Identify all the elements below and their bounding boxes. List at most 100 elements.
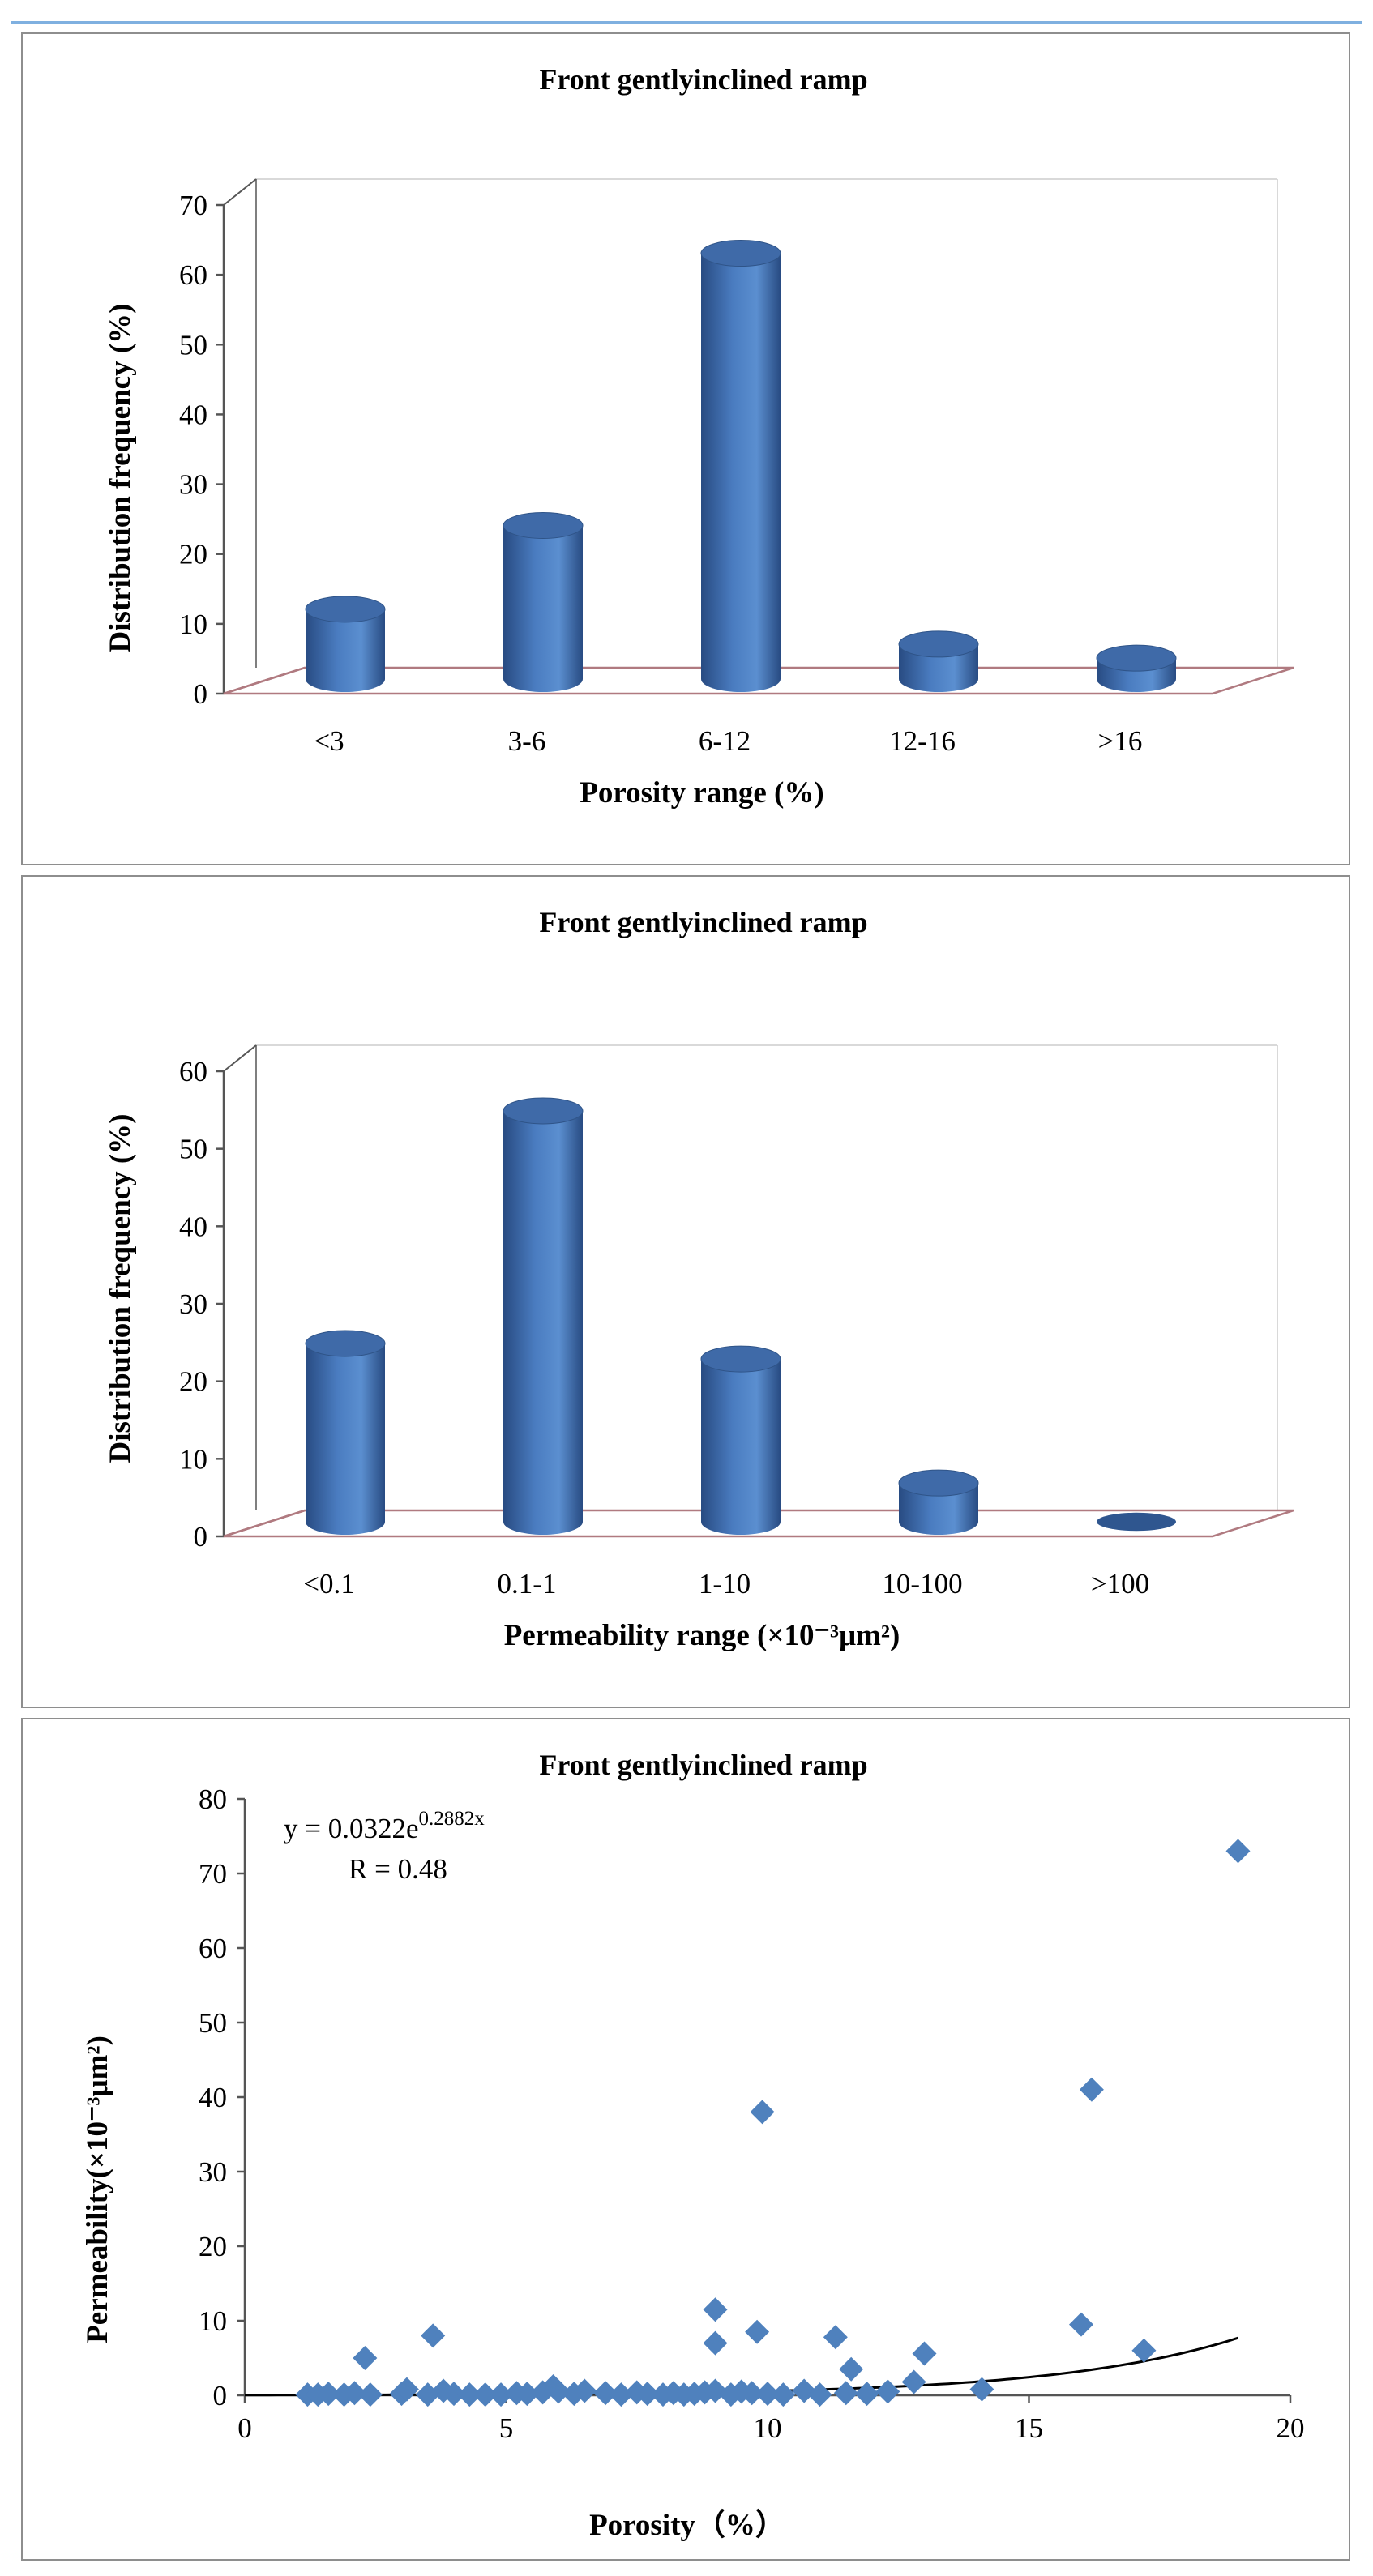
bar-2: [503, 1097, 584, 1535]
scatter-point: [823, 2325, 848, 2350]
bar-cap: [700, 240, 781, 267]
x-tick-label: 20: [1277, 2412, 1305, 2444]
bar-series: [305, 1097, 1176, 1535]
y-tick-label: 10: [199, 2305, 227, 2337]
y-tick-label: 20: [179, 1366, 207, 1398]
y-axis-depth-line: [223, 1044, 257, 1072]
y-tick-label: 20: [179, 539, 207, 570]
x-tick-label: 0: [237, 2412, 252, 2444]
y-tick-label: 30: [179, 1288, 207, 1320]
x-tick-labels: 0 5 10 15 20: [237, 2412, 1304, 2444]
porosity-permeability-panel: Front gentlyinclined ramp 0 10 20 30 40 50 60 7…: [21, 1718, 1350, 2561]
porosity-distribution-panel: Front gentlyinclined ramp 0 10 20 30 40 50 60 7…: [21, 32, 1350, 865]
scatter-point: [442, 2382, 466, 2407]
scatter-point: [703, 2297, 728, 2322]
scatter-point: [739, 2381, 764, 2406]
bar-series: [305, 240, 1177, 692]
bar-body: [701, 253, 781, 692]
chart-axes: [216, 1044, 1278, 1538]
bar-4: [898, 1469, 979, 1535]
y-tick-label: 50: [199, 2007, 227, 2039]
y-tick-label: 0: [213, 2380, 228, 2412]
x-axis-label: Porosity range (%): [580, 776, 823, 810]
y-tick-label: 60: [179, 259, 207, 291]
scatter-point: [854, 2382, 879, 2407]
scatter-point: [1225, 1839, 1251, 1864]
y-axis-label: Distribution frequency (%): [104, 1114, 137, 1463]
bar-3: [700, 1345, 781, 1535]
y-tick-label: 0: [194, 1521, 208, 1553]
x-tick-label: <3: [314, 725, 344, 757]
scatter-point: [473, 2382, 498, 2407]
scatter-point: [755, 2382, 780, 2407]
bar-3: [700, 240, 781, 692]
bar-body: [503, 1110, 583, 1535]
bar-body: [503, 525, 583, 692]
bar-2: [503, 511, 584, 692]
scatter-point: [489, 2382, 514, 2407]
bar-cap: [503, 511, 584, 539]
floor-left-edge: [223, 666, 306, 695]
bar-cap: [503, 1097, 584, 1125]
scatter-point: [546, 2379, 571, 2404]
y-tick-label: 40: [199, 2082, 227, 2113]
scatter-point: [572, 2378, 597, 2403]
x-tick-label: 0.1-1: [498, 1568, 557, 1600]
y-tick-label: 50: [179, 329, 207, 361]
y-tick-label: 60: [179, 1056, 207, 1087]
bar-body: [701, 1359, 781, 1535]
scatter-point: [901, 2369, 926, 2394]
scatter-point: [635, 2382, 660, 2407]
x-tick-label: 10: [754, 2412, 782, 2444]
chart-title: Front gentlyinclined ramp: [539, 906, 867, 938]
trend-equation-exponent: 0.2882x: [419, 1808, 485, 1830]
scatter-point: [771, 2382, 796, 2407]
x-tick-label: <0.1: [303, 1568, 355, 1600]
scatter-point: [750, 2100, 775, 2125]
scatter-point: [745, 2319, 770, 2344]
y-tick-label: 30: [199, 2156, 227, 2188]
porosity-permeability-scatter: Front gentlyinclined ramp 01020304050607…: [81, 1749, 1305, 2542]
permeability-bar-chart: Front gentlyinclined ramp 0102030405060 …: [104, 906, 1294, 1652]
y-axis-label: Distribution frequency (%): [104, 304, 137, 653]
bar-cap: [898, 1469, 979, 1497]
chart-title: Front gentlyinclined ramp: [539, 63, 867, 96]
y-tick-label: 10: [179, 609, 207, 640]
y-tick-label: 30: [179, 469, 207, 501]
y-tick-label: 40: [179, 399, 207, 430]
bar-cap: [700, 1345, 781, 1373]
scatter-points: [295, 1839, 1251, 2407]
bar-1: [305, 1330, 386, 1535]
scatter-point: [353, 2346, 378, 2370]
y-tick-label: 10: [179, 1443, 207, 1475]
bar-cap: [898, 630, 979, 658]
scatter-point: [1079, 2077, 1104, 2102]
y-tick-label: 40: [179, 1211, 207, 1242]
bar-cap: [305, 596, 386, 623]
bar-cap: [305, 1330, 386, 1357]
scatter-point: [457, 2382, 482, 2407]
y-tick-label: 20: [199, 2231, 227, 2262]
x-axis-label: Porosity（%）: [589, 2508, 785, 2542]
bar-1: [305, 596, 386, 692]
x-tick-label: 3-6: [508, 725, 546, 757]
porosity-bar-chart: Front gentlyinclined ramp 0 10 20 30 40 50 60 7…: [104, 63, 1294, 810]
chart-title: Front gentlyinclined ramp: [539, 1749, 867, 1781]
bar-cap: [1097, 1512, 1176, 1532]
scatter-point: [839, 2356, 864, 2382]
chart-floor: [223, 1509, 1294, 1538]
x-tick-label: 5: [499, 2412, 514, 2444]
bar-body: [306, 1343, 385, 1535]
bar-4: [898, 630, 979, 692]
x-tick-labels: <3 3-6 6-12 12-16 >16: [314, 725, 1142, 757]
x-axis-label: Permeability range (×10⁻³μm²): [504, 1619, 900, 1652]
x-tick-label: 15: [1015, 2412, 1043, 2444]
y-tick-labels: 0 10 20 30 40 50 60 70 80: [199, 1784, 227, 2412]
chart-floor: [223, 666, 1294, 695]
bar-body: [899, 643, 978, 692]
bar-cap: [1096, 644, 1177, 672]
y-tick-label: 50: [179, 1134, 207, 1165]
y-tick-label: 0: [194, 678, 208, 710]
scatter-point: [394, 2377, 419, 2402]
x-tick-label: 1-10: [699, 1568, 751, 1600]
